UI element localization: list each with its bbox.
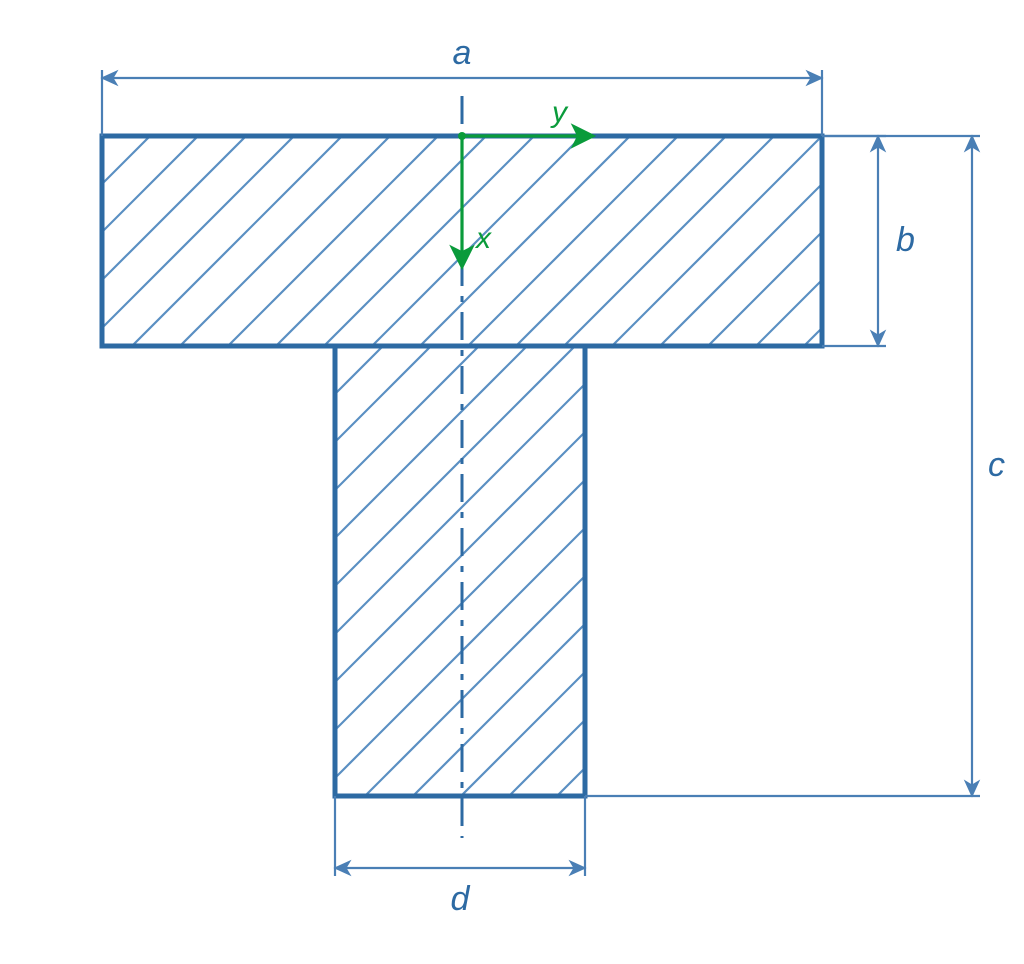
- dim-label-d: d: [451, 880, 471, 918]
- axis-label-x: x: [474, 222, 492, 255]
- axis-label-y: y: [550, 96, 569, 129]
- dimension-c: c: [585, 136, 1005, 796]
- dim-label-b: b: [896, 221, 915, 259]
- dim-label-a: a: [453, 34, 472, 72]
- engineering-drawing: y x a b c d: [0, 0, 1024, 964]
- hatch-flange: [0, 86, 1024, 396]
- dimension-b: b: [822, 136, 915, 346]
- dim-label-c: c: [988, 446, 1005, 484]
- dimension-d: d: [335, 796, 585, 918]
- hatch-web: [0, 296, 1024, 846]
